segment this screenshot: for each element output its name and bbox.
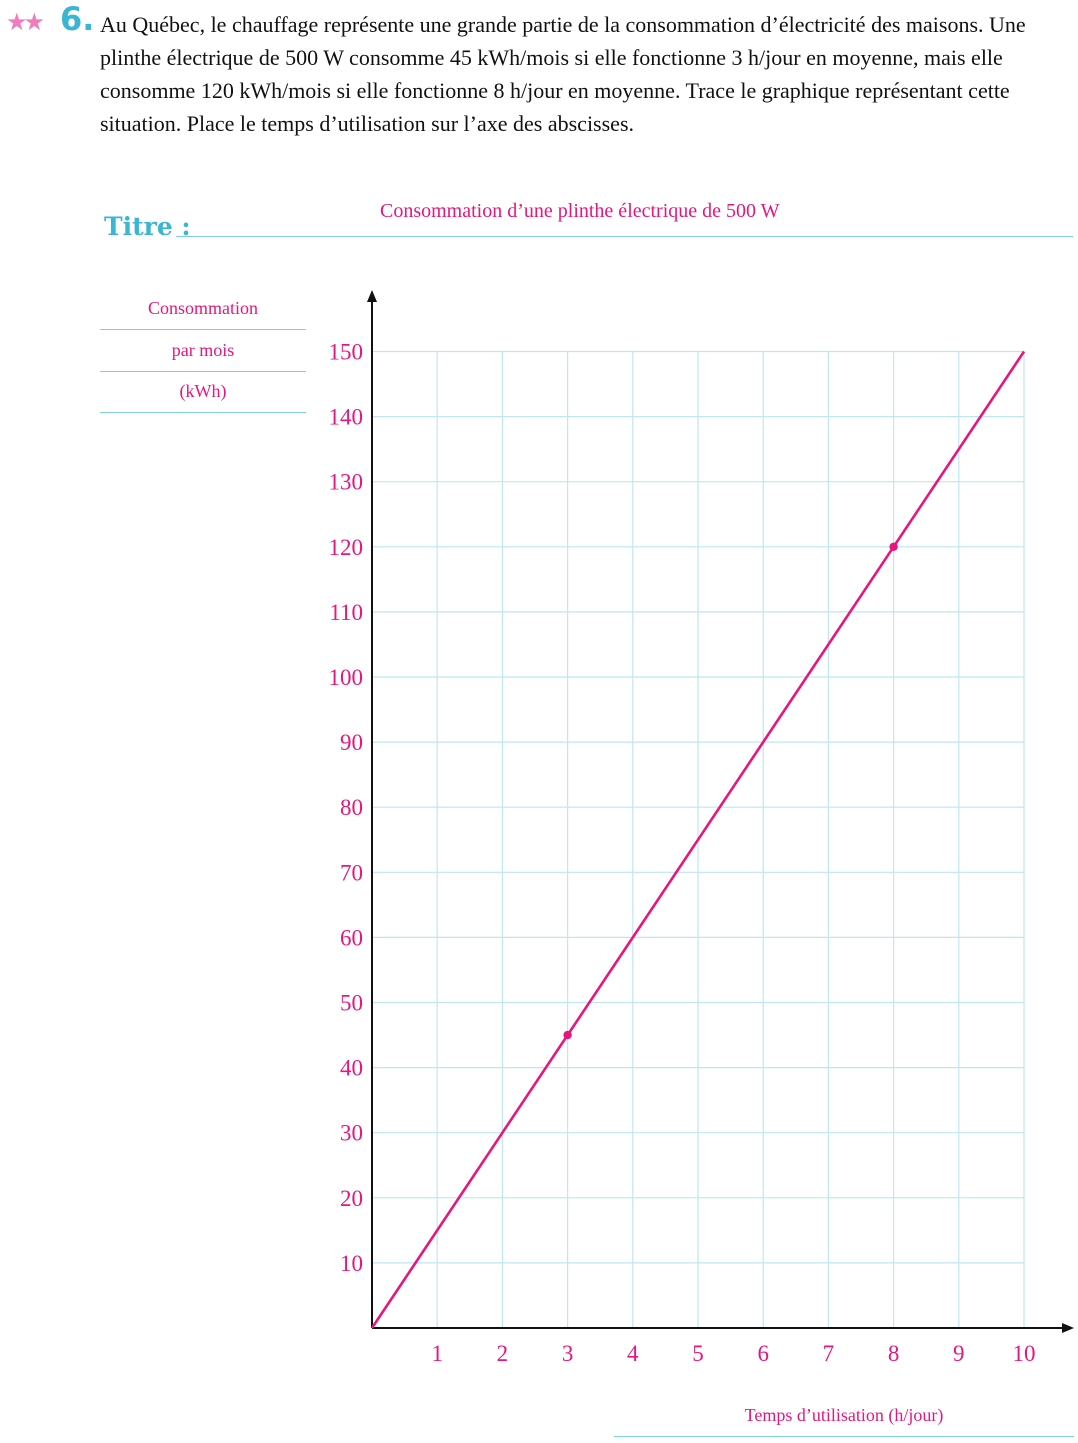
y-tick-label: 80: [340, 795, 363, 820]
y-axis-label-line-3: (kWh): [100, 371, 306, 413]
x-tick-label: 6: [757, 1341, 769, 1366]
x-tick-label: 10: [1013, 1341, 1036, 1366]
exercise-number: 6.: [60, 0, 95, 38]
chart-grid: [372, 350, 1025, 1328]
data-point: [889, 542, 898, 551]
x-tick-label: 7: [823, 1341, 835, 1366]
x-axis-arrow-icon: [1062, 1323, 1074, 1333]
y-tick-label: 40: [340, 1056, 363, 1081]
y-tick-label: 10: [340, 1251, 363, 1276]
x-tick-label: 8: [888, 1341, 900, 1366]
chart-title: Consommation d’une plinthe électrique de…: [380, 200, 780, 222]
y-tick-label: 30: [340, 1121, 363, 1146]
y-axis-label-line-1: Consommation: [100, 288, 306, 330]
x-tick-label: 4: [627, 1341, 639, 1366]
x-tick-label: 2: [497, 1341, 509, 1366]
y-tick-label: 90: [340, 730, 363, 755]
y-tick-label: 50: [340, 991, 363, 1016]
title-answer-line: [176, 236, 1073, 237]
chart-series: [370, 350, 1026, 1329]
x-axis-label: Temps d’utilisation (h/jour): [614, 1398, 1074, 1437]
y-axis-label-line-2: par mois: [100, 330, 306, 372]
y-tick-label: 70: [340, 860, 363, 885]
y-tick-label: 120: [329, 535, 364, 560]
x-tick-label: 5: [692, 1341, 704, 1366]
y-axis-arrow-icon: [367, 290, 377, 302]
exercise-statement: Au Québec, le chauffage représente une g…: [100, 12, 1026, 136]
series-line: [370, 350, 1026, 1329]
chart-axes: [367, 290, 1074, 1333]
y-tick-label: 150: [329, 340, 364, 365]
chart-ticks: 1 2 3 4 5 6 7 8 9 10 10 20 30 40 50 60 70 80 90 100 110 120 13…: [329, 340, 1036, 1367]
x-tick-label: 1: [431, 1341, 443, 1366]
data-point: [563, 1030, 572, 1040]
y-tick-label: 60: [340, 925, 363, 950]
y-tick-label: 130: [329, 470, 364, 495]
y-tick-label: 140: [329, 405, 364, 430]
y-tick-label: 100: [329, 665, 364, 690]
difficulty-stars-icon: ★★: [6, 8, 45, 36]
y-tick-label: 110: [329, 600, 363, 625]
x-tick-label: 9: [953, 1341, 965, 1366]
y-tick-label: 20: [340, 1186, 363, 1211]
x-tick-label: 3: [562, 1341, 574, 1366]
